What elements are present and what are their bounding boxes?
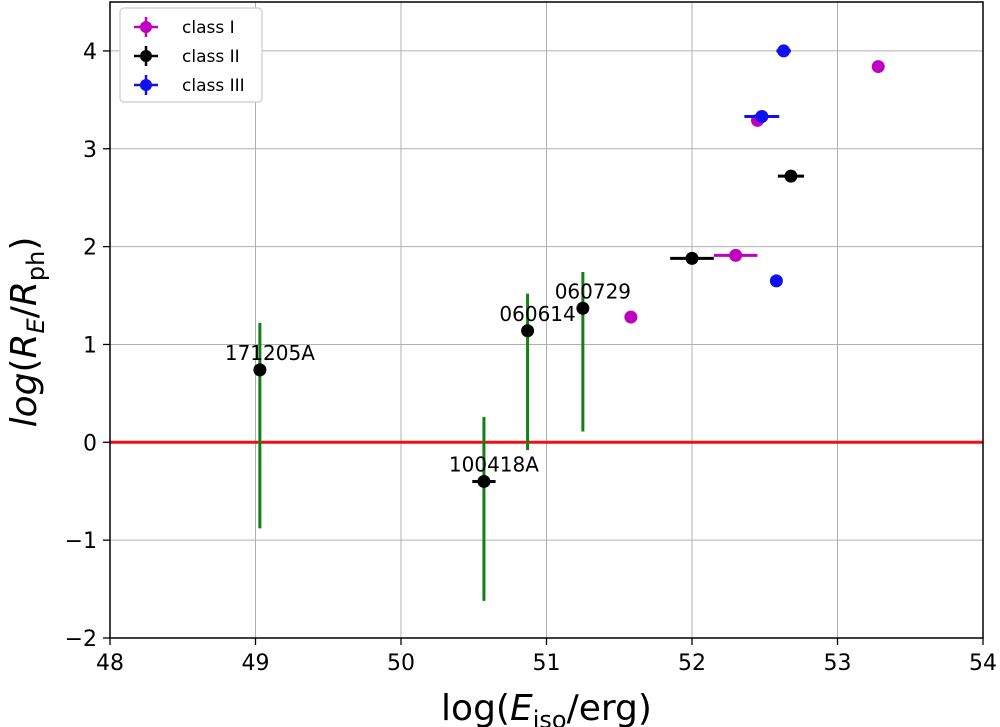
x-tick-label: 54 — [969, 651, 997, 676]
x-tick-label: 51 — [533, 651, 561, 676]
data-point — [755, 109, 769, 123]
x-tick-label: 52 — [678, 651, 706, 676]
axis-ticks: 48 49 50 51 52 53 54 −2 −1 0 1 2 3 4 — [65, 40, 997, 676]
point-annotation: 171205A — [225, 341, 315, 365]
y-tick-label: 0 — [83, 431, 97, 456]
data-point — [777, 44, 791, 58]
data-point — [685, 251, 699, 265]
data-point — [871, 60, 885, 74]
x-tick-label: 50 — [387, 651, 415, 676]
legend-marker — [140, 79, 152, 91]
legend: class I class II class III — [119, 7, 263, 103]
green-error-bars — [258, 272, 585, 601]
grid-lines — [109, 2, 984, 639]
point-annotation: 060729 — [555, 279, 631, 303]
x-tick-label: 49 — [242, 651, 270, 676]
legend-label: class I — [182, 18, 235, 38]
y-tick-label: −1 — [65, 529, 97, 554]
legend-box — [119, 7, 263, 103]
x-tick-label: 48 — [96, 651, 124, 676]
data-point — [253, 363, 267, 377]
x-axis-label: log(Eiso/erg) — [441, 688, 652, 727]
y-tick-label: 2 — [83, 236, 97, 261]
data-points — [253, 44, 885, 488]
y-tick-label: 1 — [83, 333, 97, 358]
legend-marker — [140, 21, 152, 33]
x-tick-label: 53 — [824, 651, 852, 676]
data-point — [624, 310, 638, 324]
point-annotation: 100418A — [449, 452, 539, 476]
data-point — [769, 274, 783, 288]
y-tick-label: 3 — [83, 138, 97, 163]
data-point — [477, 474, 491, 488]
y-axis-label: log(RE/Rph) — [4, 237, 50, 428]
point-annotation: 060614 — [499, 302, 575, 326]
y-tick-label: −2 — [65, 627, 97, 652]
data-point — [784, 169, 798, 183]
data-point — [521, 324, 535, 338]
legend-marker — [140, 50, 152, 62]
legend-label: class II — [182, 47, 240, 67]
y-tick-label: 4 — [83, 40, 97, 65]
data-point — [729, 248, 743, 262]
legend-label: class III — [182, 76, 245, 96]
data-point — [576, 301, 590, 315]
